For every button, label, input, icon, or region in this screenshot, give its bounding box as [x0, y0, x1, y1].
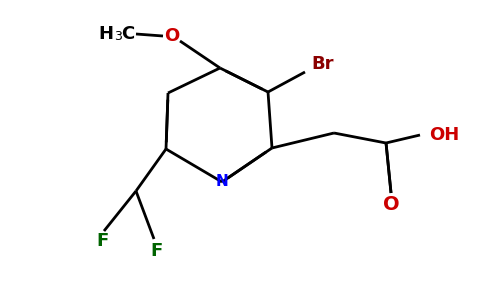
Text: OH: OH: [429, 126, 459, 144]
Text: F: F: [96, 232, 108, 250]
Text: Br: Br: [312, 55, 334, 73]
Text: H: H: [99, 25, 114, 43]
Text: O: O: [383, 196, 399, 214]
Text: 3: 3: [114, 31, 122, 44]
Text: N: N: [216, 175, 228, 190]
Text: O: O: [165, 27, 180, 45]
Text: F: F: [150, 242, 162, 260]
Text: C: C: [121, 25, 135, 43]
